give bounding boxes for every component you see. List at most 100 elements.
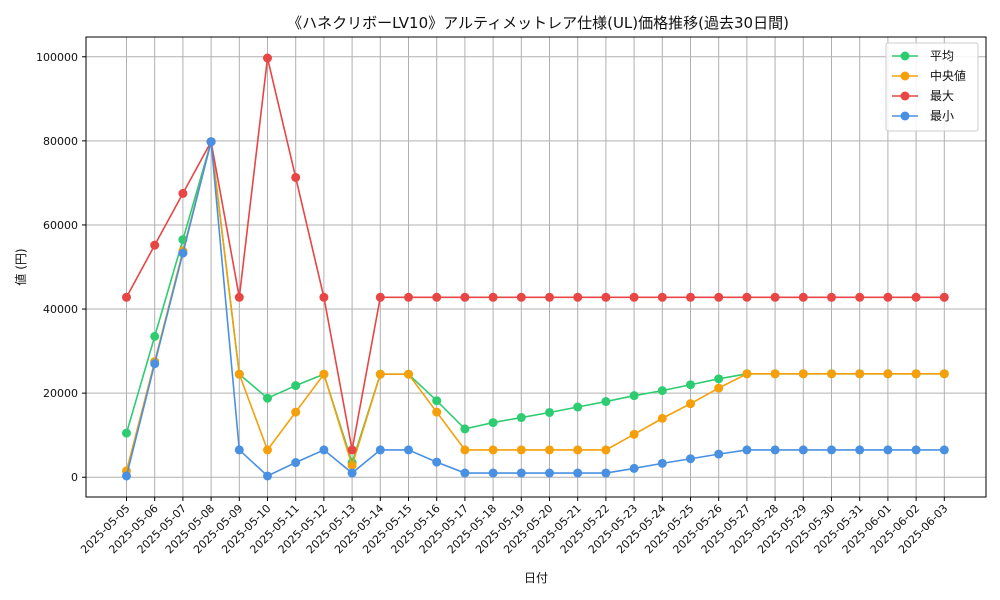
data-point: [319, 369, 329, 379]
data-point: [488, 445, 498, 455]
data-point: [516, 468, 526, 478]
data-point: [798, 369, 808, 379]
series-最大: [122, 53, 949, 455]
data-point: [911, 369, 921, 379]
series-layer: [122, 53, 949, 481]
y-tick-label: 100000: [36, 51, 78, 64]
series-line: [125, 141, 945, 472]
data-point: [488, 418, 498, 428]
data-point: [855, 369, 865, 379]
series-line: [125, 141, 945, 477]
data-point: [629, 391, 639, 401]
data-point: [319, 292, 329, 302]
data-point: [601, 397, 611, 407]
data-point: [516, 292, 526, 302]
data-point: [714, 449, 724, 459]
data-point: [178, 188, 188, 198]
data-point: [601, 445, 611, 455]
data-point: [460, 292, 470, 302]
data-point: [573, 445, 583, 455]
legend-label: 最小: [930, 109, 954, 123]
data-point: [122, 428, 131, 438]
data-point: [375, 292, 385, 302]
data-point: [291, 407, 301, 417]
data-point: [516, 413, 526, 423]
data-point: [798, 292, 808, 302]
data-point: [319, 445, 329, 455]
data-point: [657, 292, 667, 302]
legend-box: [885, 42, 979, 132]
data-point: [827, 369, 836, 379]
data-point: [827, 292, 836, 302]
chart-title: 《ハネクリボーLV10》アルティメットレア仕様(UL)価格推移(過去30日間): [287, 14, 789, 32]
data-point: [601, 468, 611, 478]
data-point: [404, 369, 413, 379]
axis-ticks: 2025-05-052025-05-062025-05-072025-05-08…: [36, 51, 950, 557]
data-point: [939, 369, 949, 379]
data-point: [263, 471, 272, 481]
data-point: [375, 369, 385, 379]
data-point: [432, 292, 442, 302]
data-point: [488, 292, 498, 302]
grid: [86, 37, 986, 497]
legend-marker: [900, 51, 910, 61]
data-point: [234, 369, 244, 379]
data-point: [206, 137, 216, 147]
data-point: [939, 292, 949, 302]
data-point: [460, 424, 470, 434]
data-point: [263, 393, 272, 403]
series-平均: [122, 137, 949, 468]
data-point: [516, 445, 526, 455]
data-point: [263, 445, 272, 455]
data-point: [150, 331, 160, 341]
data-point: [573, 402, 583, 412]
data-point: [883, 445, 893, 455]
data-point: [150, 240, 160, 250]
data-point: [855, 292, 865, 302]
data-point: [911, 292, 921, 302]
legend-label: 平均: [930, 49, 954, 63]
data-point: [432, 457, 442, 467]
data-point: [657, 386, 667, 396]
legend-label: 中央値: [930, 68, 966, 83]
data-point: [432, 407, 442, 417]
data-point: [545, 407, 554, 417]
data-point: [883, 369, 893, 379]
legend-marker: [900, 111, 910, 121]
data-point: [657, 458, 667, 468]
data-point: [827, 445, 836, 455]
data-point: [714, 374, 724, 384]
y-tick-label: 0: [71, 471, 78, 484]
legend-item: 中央値: [892, 68, 966, 83]
legend-item: 最小: [892, 109, 954, 123]
data-point: [375, 445, 385, 455]
data-point: [291, 172, 301, 182]
data-point: [629, 463, 639, 473]
data-point: [404, 292, 413, 302]
x-axis-label: 日付: [524, 571, 548, 585]
data-point: [714, 383, 724, 393]
data-point: [855, 445, 865, 455]
data-point: [686, 292, 695, 302]
y-tick-label: 60000: [43, 219, 78, 232]
data-point: [573, 292, 583, 302]
series-line: [125, 57, 945, 451]
data-point: [742, 292, 752, 302]
data-point: [488, 468, 498, 478]
data-point: [770, 292, 780, 302]
plot-frame: [85, 36, 987, 498]
data-point: [714, 292, 724, 302]
data-point: [545, 292, 554, 302]
series-line: [125, 141, 945, 466]
data-point: [347, 445, 357, 455]
data-point: [234, 292, 244, 302]
data-point: [460, 468, 470, 478]
data-point: [770, 369, 780, 379]
data-point: [291, 381, 301, 391]
data-point: [742, 369, 752, 379]
data-point: [347, 460, 357, 470]
data-point: [122, 471, 131, 481]
legend-item: 平均: [892, 49, 954, 63]
data-point: [545, 445, 554, 455]
